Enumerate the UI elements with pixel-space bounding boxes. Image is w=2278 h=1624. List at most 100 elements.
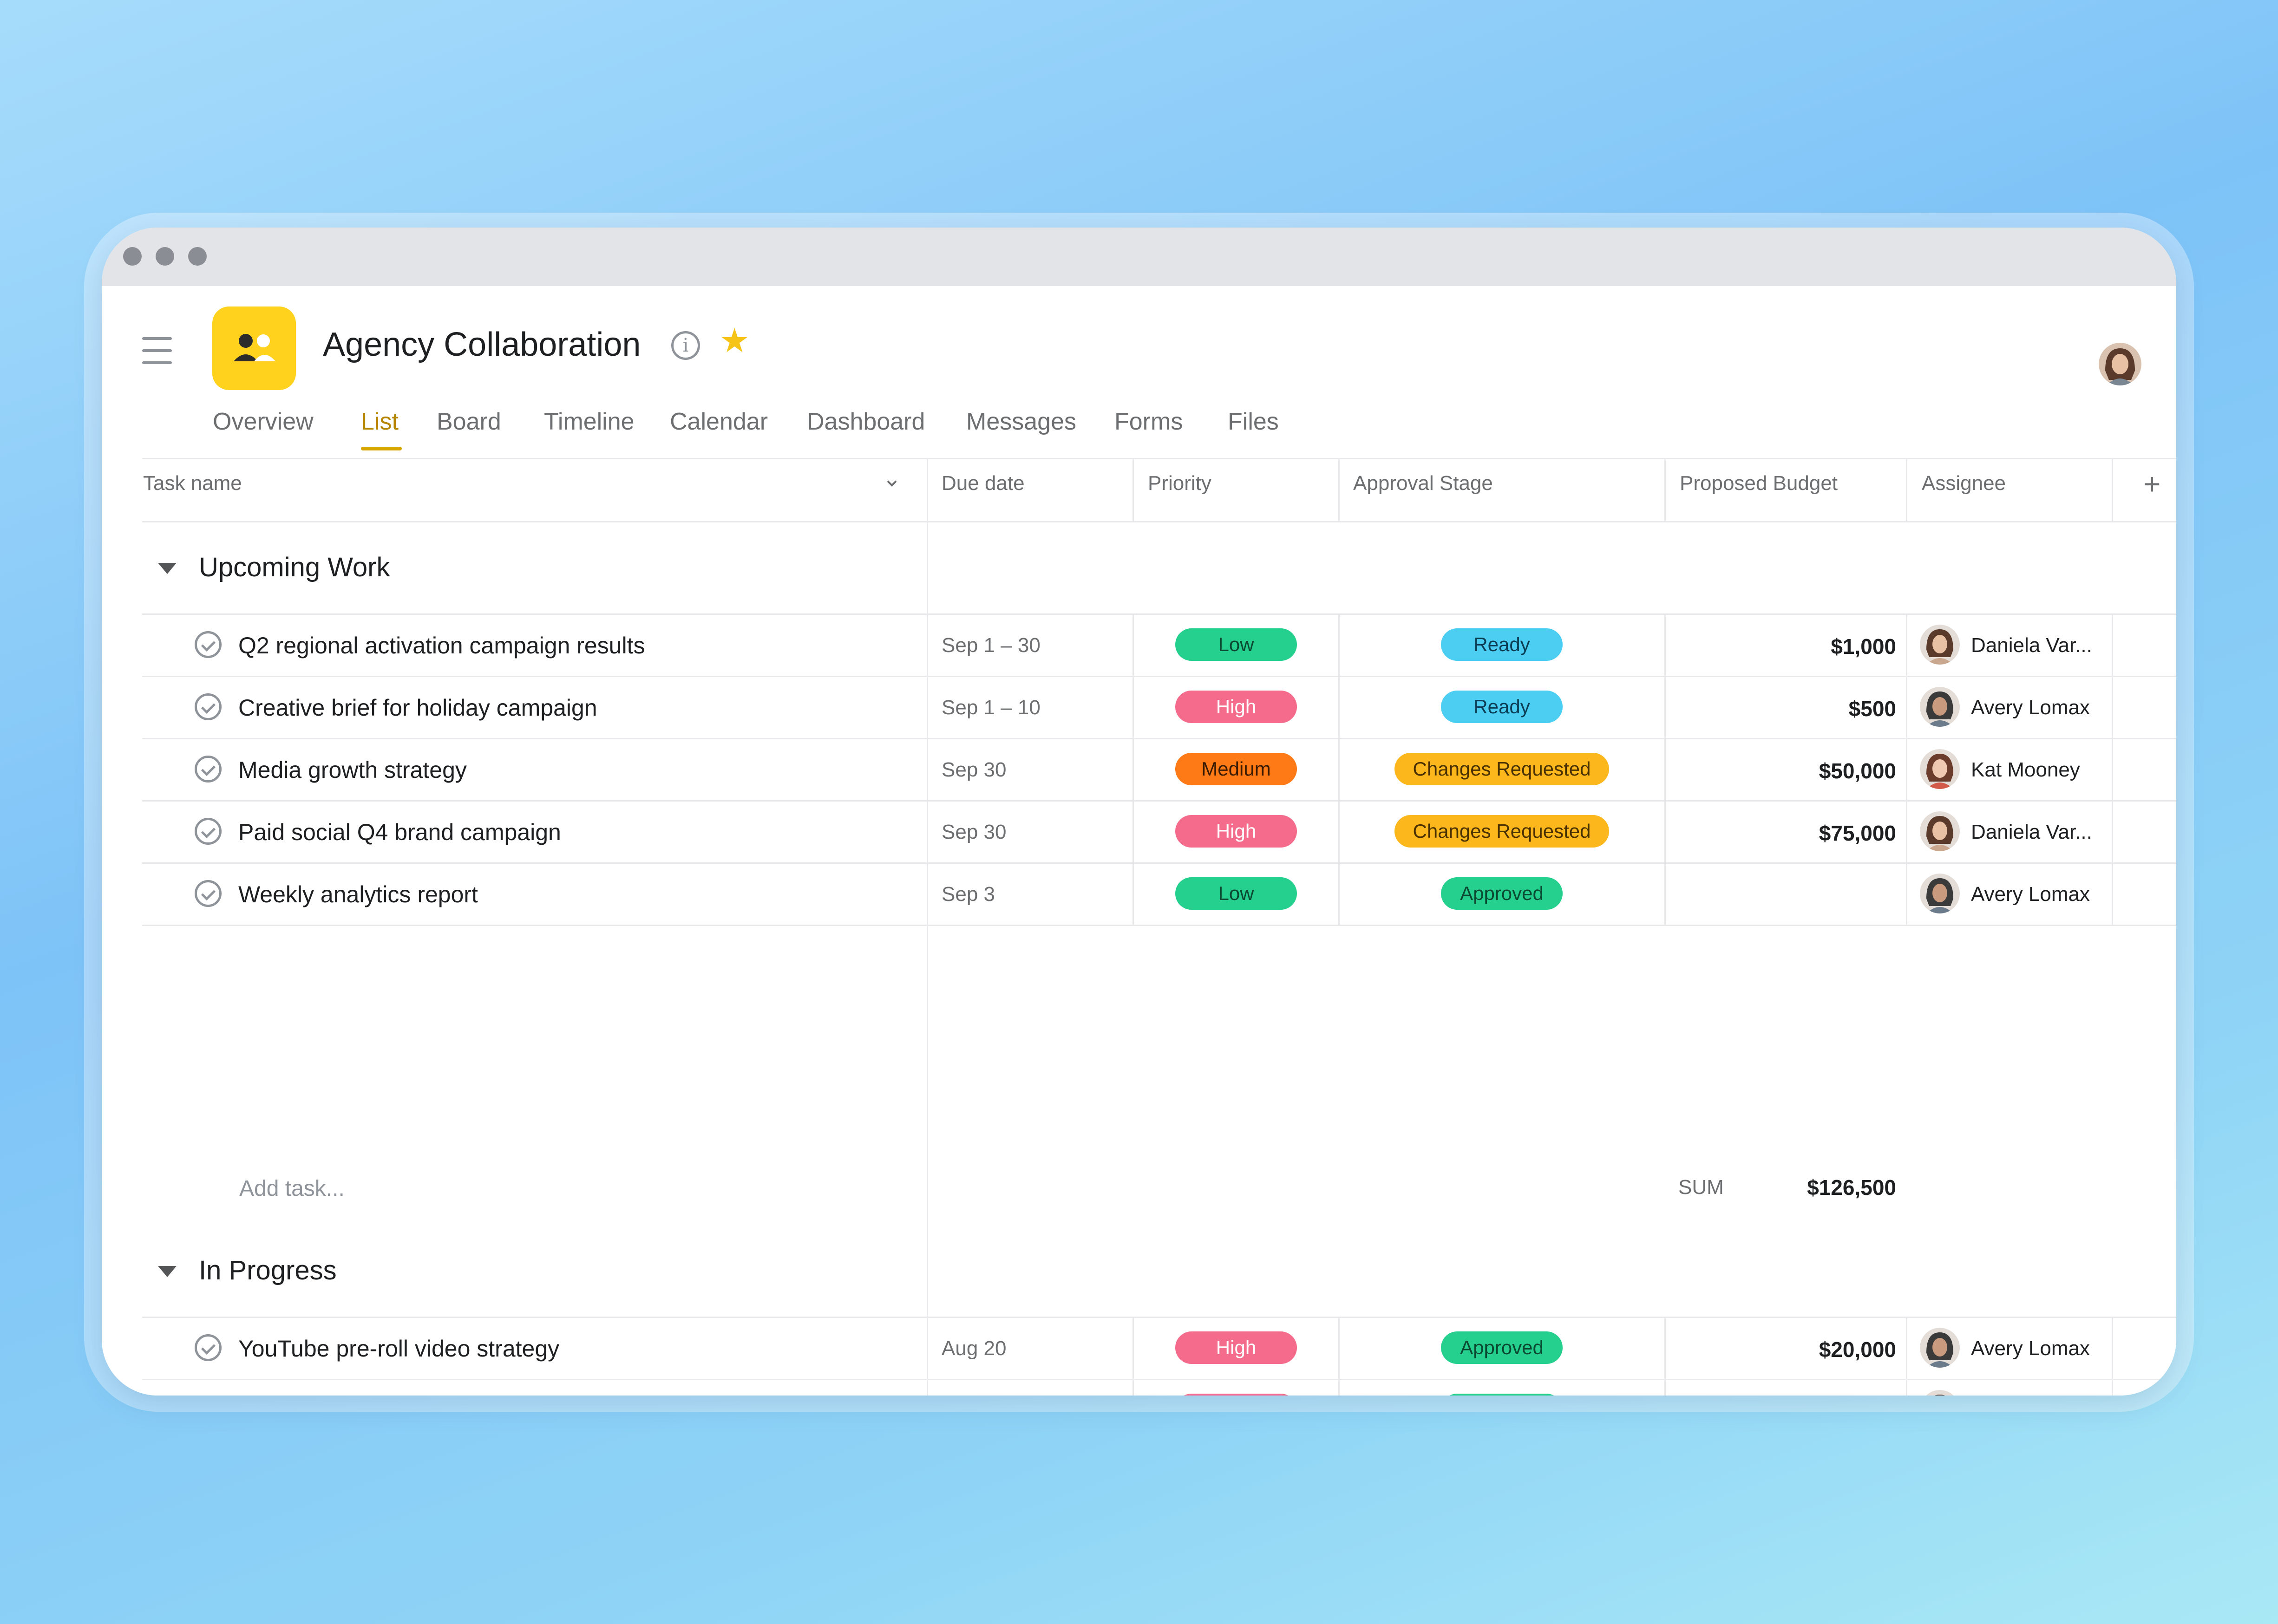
approval-badge[interactable]: Ready [1441, 628, 1563, 661]
task-name[interactable]: Creative brief for holiday campaign [238, 695, 597, 721]
table-row[interactable]: Upcoming out of home ad placementsAug 20… [102, 1379, 2176, 1396]
priority-badge[interactable]: Low [1175, 877, 1297, 910]
avatar[interactable] [1920, 874, 1960, 913]
assignee-name[interactable]: Avery Lomax [1971, 696, 2090, 719]
due-date[interactable]: Sep 30 [942, 758, 1007, 781]
column-header-task-name[interactable]: Task name [143, 472, 242, 495]
section-title-in-progress[interactable]: In Progress [199, 1255, 337, 1285]
section-title-upcoming-work[interactable]: Upcoming Work [199, 552, 390, 582]
assignee-name[interactable]: Kat Mooney [1971, 758, 2080, 781]
table-row[interactable]: Paid social Q4 brand campaign Sep 30 High C… [102, 800, 2176, 862]
column-header-priority[interactable]: Priority [1148, 472, 1211, 495]
tab-forms[interactable]: Forms [1114, 408, 1183, 435]
check-circle-icon[interactable] [195, 693, 222, 720]
budget-value[interactable]: $500 [1848, 697, 1896, 721]
priority-badge[interactable]: High [1175, 1394, 1297, 1396]
assignee-name[interactable]: Avery Lomax [1971, 883, 2090, 906]
check-circle-icon[interactable] [195, 880, 222, 907]
check-circle-icon[interactable] [195, 631, 222, 658]
due-date[interactable]: Sep 3 [942, 883, 995, 906]
priority-badge[interactable]: High [1175, 691, 1297, 723]
column-divider [1906, 800, 1907, 862]
star-icon[interactable]: ★ [720, 322, 750, 359]
approval-badge[interactable]: Changes Requested [1394, 753, 1609, 785]
due-date[interactable]: Sep 1 – 30 [942, 634, 1041, 657]
column-divider [1338, 800, 1340, 862]
collapse-caret-icon[interactable] [158, 563, 177, 574]
tab-overview[interactable]: Overview [213, 408, 314, 435]
table-row[interactable]: Weekly analytics report Sep 3 Low Approved A… [102, 862, 2176, 925]
column-divider [1132, 738, 1134, 800]
approval-badge[interactable]: Approved [1441, 1331, 1563, 1364]
avatar[interactable] [1920, 811, 1960, 851]
hamburger-menu-icon[interactable] [142, 337, 172, 365]
column-divider [1906, 1379, 1907, 1396]
column-divider [1906, 676, 1907, 738]
avatar[interactable] [1920, 749, 1960, 789]
table-row[interactable]: Q2 regional activation campaign results S… [102, 613, 2176, 676]
row-border [142, 676, 2176, 677]
budget-value[interactable]: $75,000 [1819, 821, 1896, 845]
tab-files[interactable]: Files [1228, 408, 1279, 435]
assignee-name[interactable]: Daniela Var... [1971, 821, 2092, 843]
task-name[interactable]: Paid social Q4 brand campaign [238, 819, 561, 845]
chevron-down-icon[interactable] [885, 476, 899, 490]
check-circle-icon[interactable] [195, 818, 222, 845]
plus-icon[interactable]: + [2143, 467, 2161, 501]
avatar[interactable] [1920, 1390, 1960, 1396]
column-divider [2112, 1317, 2113, 1379]
priority-badge[interactable]: High [1175, 815, 1297, 848]
project-title: Agency Collaboration [323, 326, 641, 363]
avatar[interactable] [1920, 687, 1960, 727]
budget-value[interactable]: $1,000 [1831, 634, 1896, 659]
budget-value[interactable]: $20,000 [1819, 1337, 1896, 1362]
task-name[interactable]: Weekly analytics report [238, 881, 478, 907]
column-divider [2112, 862, 2113, 925]
avatar[interactable] [1920, 1328, 1960, 1368]
approval-badge[interactable]: Approved [1441, 1394, 1563, 1396]
tab-timeline[interactable]: Timeline [544, 408, 635, 435]
add-task-button[interactable]: Add task... [239, 1176, 345, 1201]
approval-badge[interactable]: Approved [1441, 877, 1563, 910]
priority-badge[interactable]: Low [1175, 628, 1297, 661]
check-circle-icon[interactable] [195, 1334, 222, 1361]
table-row[interactable]: Creative brief for holiday campaign Sep 1… [102, 676, 2176, 738]
priority-badge[interactable]: Medium [1175, 753, 1297, 785]
assignee-name[interactable]: Avery Lomax [1971, 1337, 2090, 1360]
info-icon[interactable]: i [671, 331, 700, 360]
column-header-proposed-budget[interactable]: Proposed Budget [1680, 472, 1838, 495]
column-divider [2112, 1379, 2113, 1396]
tab-list[interactable]: List [361, 408, 399, 435]
due-date[interactable]: Sep 1 – 10 [942, 696, 1041, 719]
tab-messages[interactable]: Messages [966, 408, 1076, 435]
priority-badge[interactable]: High [1175, 1331, 1297, 1364]
avatar[interactable] [1920, 625, 1960, 665]
main-content: Agency Collaboration i ★ Overview List B… [102, 286, 2176, 1396]
due-date[interactable]: Sep 30 [942, 821, 1007, 843]
column-divider [1664, 676, 1666, 738]
budget-value[interactable]: $50,000 [1819, 759, 1896, 783]
approval-badge[interactable]: Changes Requested [1394, 815, 1609, 848]
window-maximize-dot[interactable] [188, 247, 207, 266]
due-date[interactable]: Aug 20 [942, 1337, 1007, 1360]
task-name[interactable]: YouTube pre-roll video strategy [238, 1336, 560, 1362]
column-header-approval-stage[interactable]: Approval Stage [1353, 472, 1493, 495]
window-minimize-dot[interactable] [156, 247, 174, 266]
user-avatar[interactable] [2099, 343, 2141, 385]
table-row[interactable]: Media growth strategy Sep 30 Medium Changes… [102, 738, 2176, 800]
tab-dashboard[interactable]: Dashboard [807, 408, 925, 435]
column-header-due-date[interactable]: Due date [942, 472, 1025, 495]
row-border [142, 862, 2176, 864]
assignee-name[interactable]: Daniela Var... [1971, 634, 2092, 657]
column-divider [1906, 1317, 1907, 1379]
approval-badge[interactable]: Ready [1441, 691, 1563, 723]
check-circle-icon[interactable] [195, 756, 222, 783]
window-close-dot[interactable] [123, 247, 142, 266]
tab-board[interactable]: Board [437, 408, 501, 435]
task-name[interactable]: Media growth strategy [238, 757, 467, 783]
table-row[interactable]: YouTube pre-roll video strategy Aug 20 Hig… [102, 1317, 2176, 1379]
task-name[interactable]: Q2 regional activation campaign results [238, 633, 645, 659]
collapse-caret-icon[interactable] [158, 1266, 177, 1277]
column-header-assignee[interactable]: Assignee [1922, 472, 2006, 495]
tab-calendar[interactable]: Calendar [670, 408, 768, 435]
